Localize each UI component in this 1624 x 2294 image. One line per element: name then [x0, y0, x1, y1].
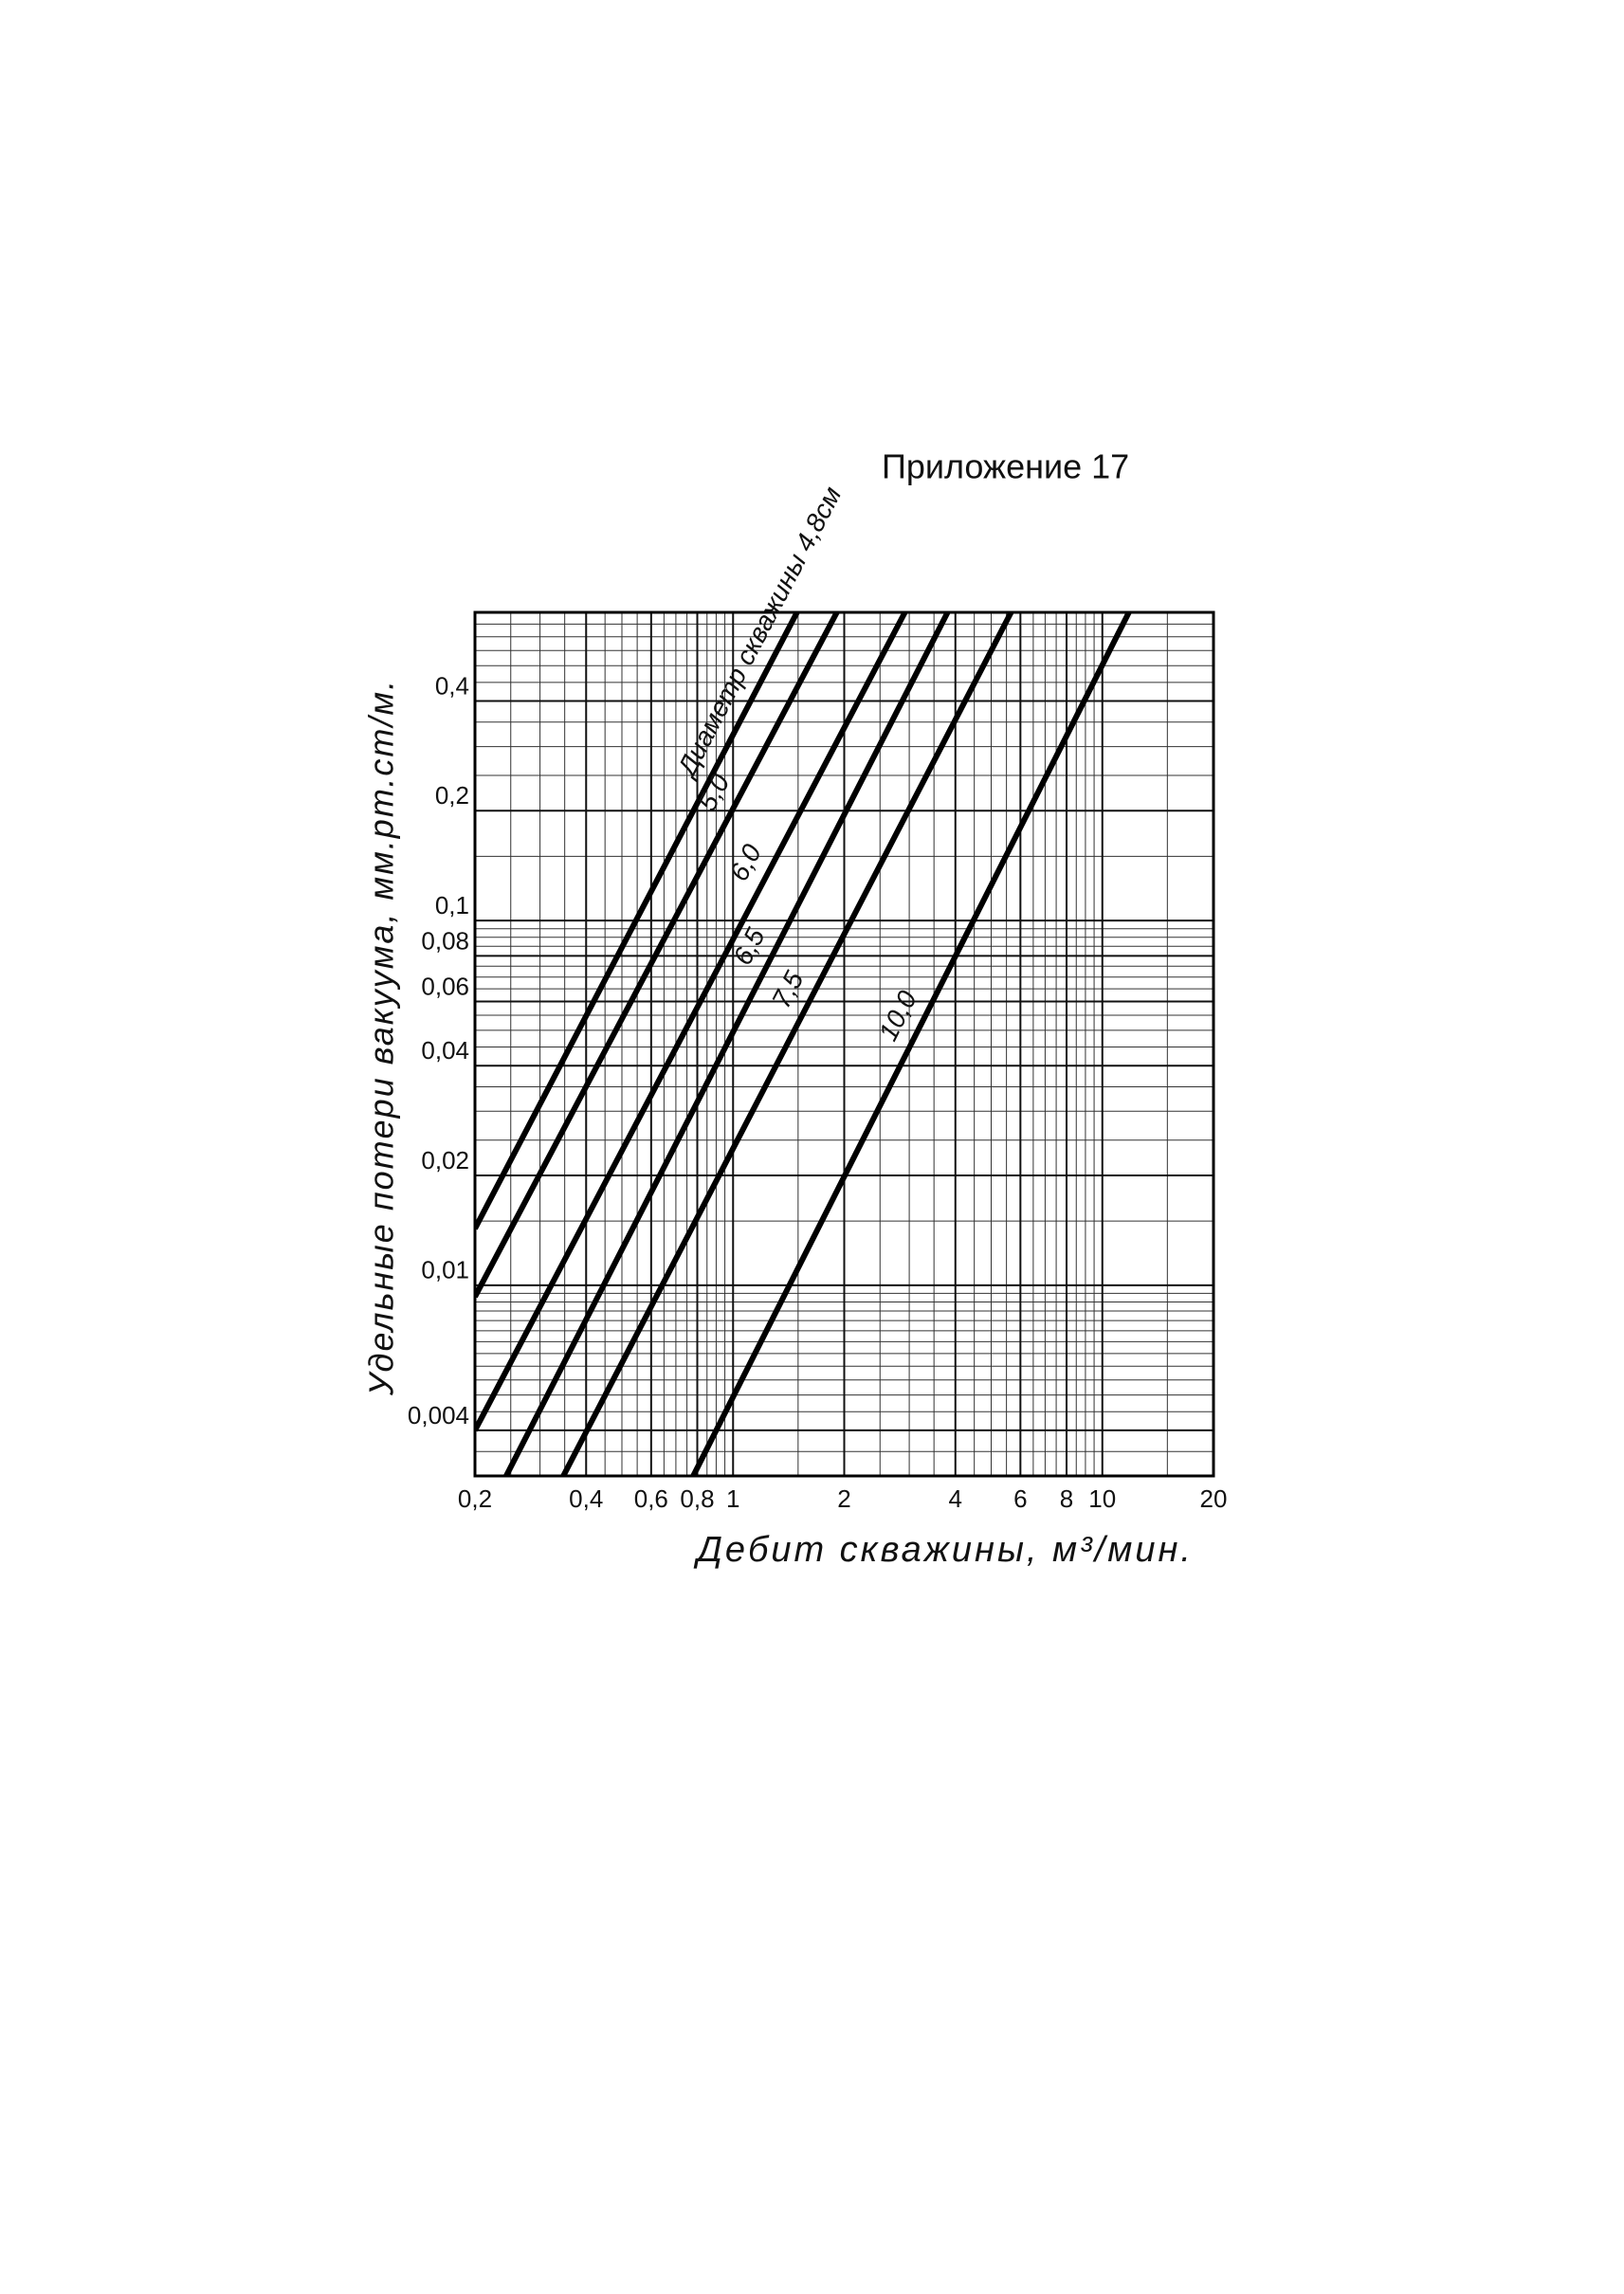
series-line: [475, 612, 908, 1432]
y-tick-label: 0,01: [421, 1256, 469, 1284]
x-axis-label: Дебит скважины, м³/мин.: [693, 1530, 1194, 1570]
series-line: [475, 612, 800, 1230]
x-tick-label: 8: [1060, 1484, 1073, 1513]
chart-title: Приложение 17: [882, 447, 1129, 486]
series-line: [560, 612, 1014, 1476]
x-tick-label: 1: [726, 1484, 739, 1513]
x-tick-label: 0,4: [569, 1484, 603, 1513]
x-tick-label: 4: [949, 1484, 962, 1513]
x-tick-label: 0,8: [680, 1484, 714, 1513]
y-tick-label: 0,02: [421, 1146, 469, 1174]
x-tick-label: 20: [1200, 1484, 1228, 1513]
series-label: 7,5: [766, 966, 810, 1012]
y-tick-label: 0,08: [421, 926, 469, 955]
series-line: [503, 612, 951, 1476]
x-tick-label: 2: [837, 1484, 850, 1513]
y-tick-label: 0,4: [435, 671, 469, 700]
x-tick-label: 6: [1013, 1484, 1027, 1513]
y-tick-label: 0,1: [435, 891, 469, 919]
y-tick-label: 0,004: [408, 1401, 469, 1429]
x-tick-label: 0,2: [458, 1484, 492, 1513]
series-line: [475, 612, 840, 1299]
y-tick-label: 0,06: [421, 972, 469, 1000]
y-axis-label: Удельные потери вакуума, мм.рт.ст/м.: [362, 679, 401, 1396]
y-tick-label: 0,04: [421, 1036, 469, 1065]
x-tick-label: 0,6: [634, 1484, 668, 1513]
plot-frame: [473, 610, 1215, 1478]
y-tick-label: 0,2: [435, 781, 469, 810]
series-label: 6,0: [724, 839, 768, 885]
series-line: [690, 612, 1132, 1476]
x-tick-label: 10: [1088, 1484, 1116, 1513]
